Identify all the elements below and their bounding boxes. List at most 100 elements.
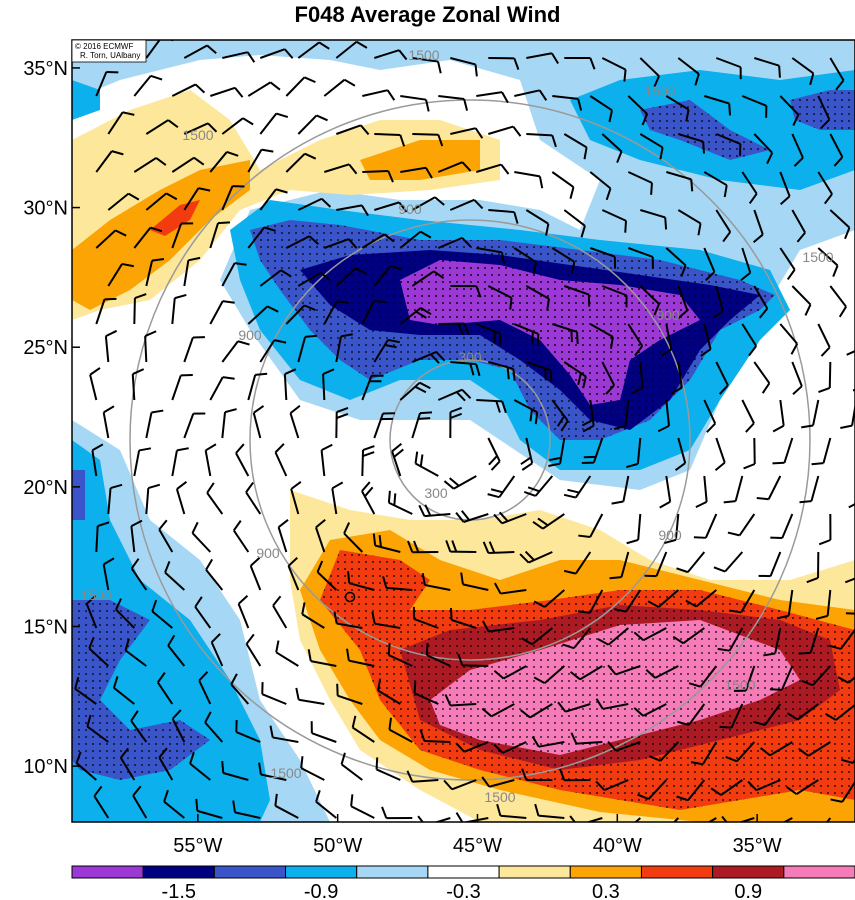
wind-barb <box>717 627 744 652</box>
wind-barb <box>95 150 124 173</box>
wind-barb <box>693 513 718 539</box>
wind-barb <box>627 323 644 357</box>
pos-mid-region-n <box>360 140 480 180</box>
wind-barb <box>204 443 217 477</box>
wind-barb <box>259 339 287 363</box>
wind-barb <box>336 683 363 705</box>
wind-barb <box>449 406 463 439</box>
colorbar: -1.5-0.9-0.30.30.91.5 <box>71 865 855 900</box>
wind-barb <box>688 665 718 688</box>
wind-barb <box>350 794 375 819</box>
wind-barb <box>811 437 832 466</box>
colorbar-swatch <box>71 865 144 879</box>
colorbar-swatch <box>498 865 571 879</box>
wind-barb <box>374 201 408 213</box>
wind-barb <box>548 437 566 468</box>
wind-barb <box>315 789 337 819</box>
wind-barb <box>145 257 165 287</box>
wind-barb <box>413 681 439 705</box>
wind-barb <box>252 405 265 439</box>
wind-barb <box>659 475 672 509</box>
wind-barb <box>710 779 743 796</box>
wind-barb <box>444 694 477 707</box>
wind-barb <box>514 171 544 189</box>
wind-barb <box>437 236 472 249</box>
wind-barb <box>741 323 758 357</box>
colorbar-label: 0.3 <box>592 881 620 900</box>
wind-barb <box>171 293 187 325</box>
wind-barb <box>525 209 550 236</box>
wind-barb <box>487 475 516 499</box>
wind-barb <box>758 551 782 578</box>
lat-tick-label: 10°N <box>23 756 68 778</box>
wind-barb <box>817 171 833 205</box>
wind-barb <box>247 148 274 173</box>
wind-barb <box>382 576 413 591</box>
wind-barb <box>171 374 193 401</box>
wind-barb <box>665 247 687 277</box>
wind-barb <box>564 57 596 70</box>
wind-barb <box>481 703 515 718</box>
wind-barb <box>418 504 451 518</box>
wind-barb <box>481 620 515 633</box>
wind-barb <box>487 437 501 471</box>
wind-barb <box>753 285 769 319</box>
wind-barb <box>519 550 553 564</box>
wind-barb <box>310 721 337 743</box>
wind-barb <box>729 589 756 614</box>
wind-barb <box>232 520 250 553</box>
wind-barb <box>335 124 370 136</box>
wind-barb <box>164 560 185 591</box>
wind-barb <box>455 741 489 753</box>
wind-barb <box>158 519 174 553</box>
wind-barb <box>829 285 847 318</box>
wind-barb <box>362 170 394 183</box>
wind-barb <box>830 780 855 803</box>
wind-barb <box>712 285 724 319</box>
wind-barb <box>133 74 163 97</box>
wind-barb <box>841 758 855 764</box>
wind-barb <box>399 307 432 325</box>
wind-barb <box>412 606 439 629</box>
wind-barb <box>361 445 375 477</box>
colorbar-swatch <box>427 865 500 879</box>
wind-barb <box>488 209 519 224</box>
wind-barb <box>235 720 261 743</box>
credit-line-2: R. Torn, UAlbany <box>80 51 140 60</box>
wind-barb <box>747 779 781 792</box>
wind-barb <box>719 703 744 729</box>
wind-barb <box>183 336 205 363</box>
wind-barb <box>601 209 627 233</box>
radius-ring <box>249 219 691 661</box>
wind-barb <box>315 518 326 553</box>
wind-barb <box>206 482 224 515</box>
wind-barb <box>419 729 451 743</box>
wind-barb <box>733 665 756 693</box>
wind-barb <box>151 599 173 629</box>
wind-barb <box>626 513 642 545</box>
wind-barb <box>277 518 289 553</box>
wind-barb <box>715 361 729 395</box>
wind-barb <box>613 399 630 430</box>
wind-barb <box>351 715 375 743</box>
wind-barb <box>167 634 186 667</box>
wind-barb <box>297 271 331 287</box>
wind-barb <box>601 361 616 395</box>
wind-barb <box>639 133 664 160</box>
wind-barb <box>297 334 318 363</box>
wind-barb <box>443 779 477 791</box>
wind-barb <box>289 404 301 439</box>
wind-barb <box>818 361 832 393</box>
wind-barb <box>377 678 401 705</box>
wind-barb <box>171 222 194 249</box>
wind-barb <box>247 226 277 249</box>
colorbar-swatch <box>640 865 714 879</box>
wind-barb <box>445 540 477 553</box>
wind-barb <box>421 573 451 591</box>
wind-barb <box>476 163 510 175</box>
wind-barb <box>476 399 507 414</box>
wind-barb <box>791 209 806 243</box>
wind-barb <box>563 361 587 389</box>
wind-barb <box>743 437 756 470</box>
wind-barb <box>335 406 349 439</box>
